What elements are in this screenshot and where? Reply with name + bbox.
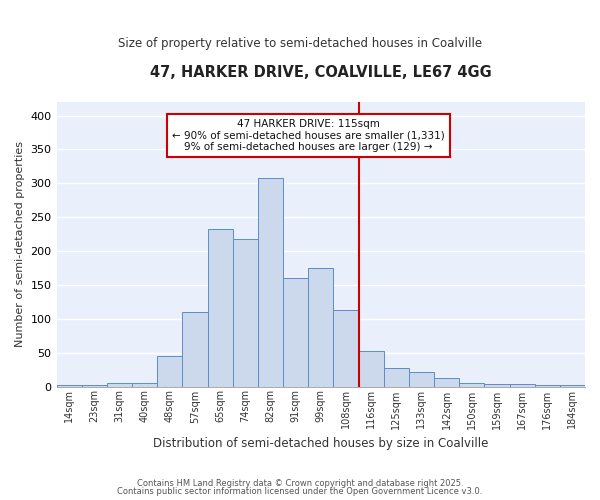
Bar (560, 385, 585, 386)
Text: 47 HARKER DRIVE: 115sqm
← 90% of semi-detached houses are smaller (1,331)
9% of : 47 HARKER DRIVE: 115sqm ← 90% of semi-de… (172, 119, 445, 152)
Bar (459, 383, 484, 386)
Text: Contains public sector information licensed under the Open Government Licence v3: Contains public sector information licen… (118, 487, 482, 496)
Bar (484, 384, 509, 386)
Bar (535, 385, 560, 386)
Bar (434, 378, 459, 386)
Bar (283, 278, 308, 386)
Bar (359, 352, 383, 386)
Bar (107, 383, 132, 386)
Bar (383, 368, 409, 386)
Bar (56, 385, 82, 386)
Title: 47, HARKER DRIVE, COALVILLE, LE67 4GG: 47, HARKER DRIVE, COALVILLE, LE67 4GG (150, 65, 491, 80)
Bar (208, 228, 233, 386)
Bar (132, 383, 157, 386)
Bar (258, 178, 283, 386)
Bar (82, 385, 107, 386)
Text: Size of property relative to semi-detached houses in Coalville: Size of property relative to semi-detach… (118, 38, 482, 51)
Bar (308, 268, 334, 386)
Text: Contains HM Land Registry data © Crown copyright and database right 2025.: Contains HM Land Registry data © Crown c… (137, 478, 463, 488)
Bar (509, 384, 535, 386)
X-axis label: Distribution of semi-detached houses by size in Coalville: Distribution of semi-detached houses by … (153, 437, 488, 450)
Bar (334, 310, 359, 386)
Bar (233, 239, 258, 386)
Bar (182, 312, 208, 386)
Y-axis label: Number of semi-detached properties: Number of semi-detached properties (15, 142, 25, 348)
Bar (157, 356, 182, 386)
Bar (409, 372, 434, 386)
